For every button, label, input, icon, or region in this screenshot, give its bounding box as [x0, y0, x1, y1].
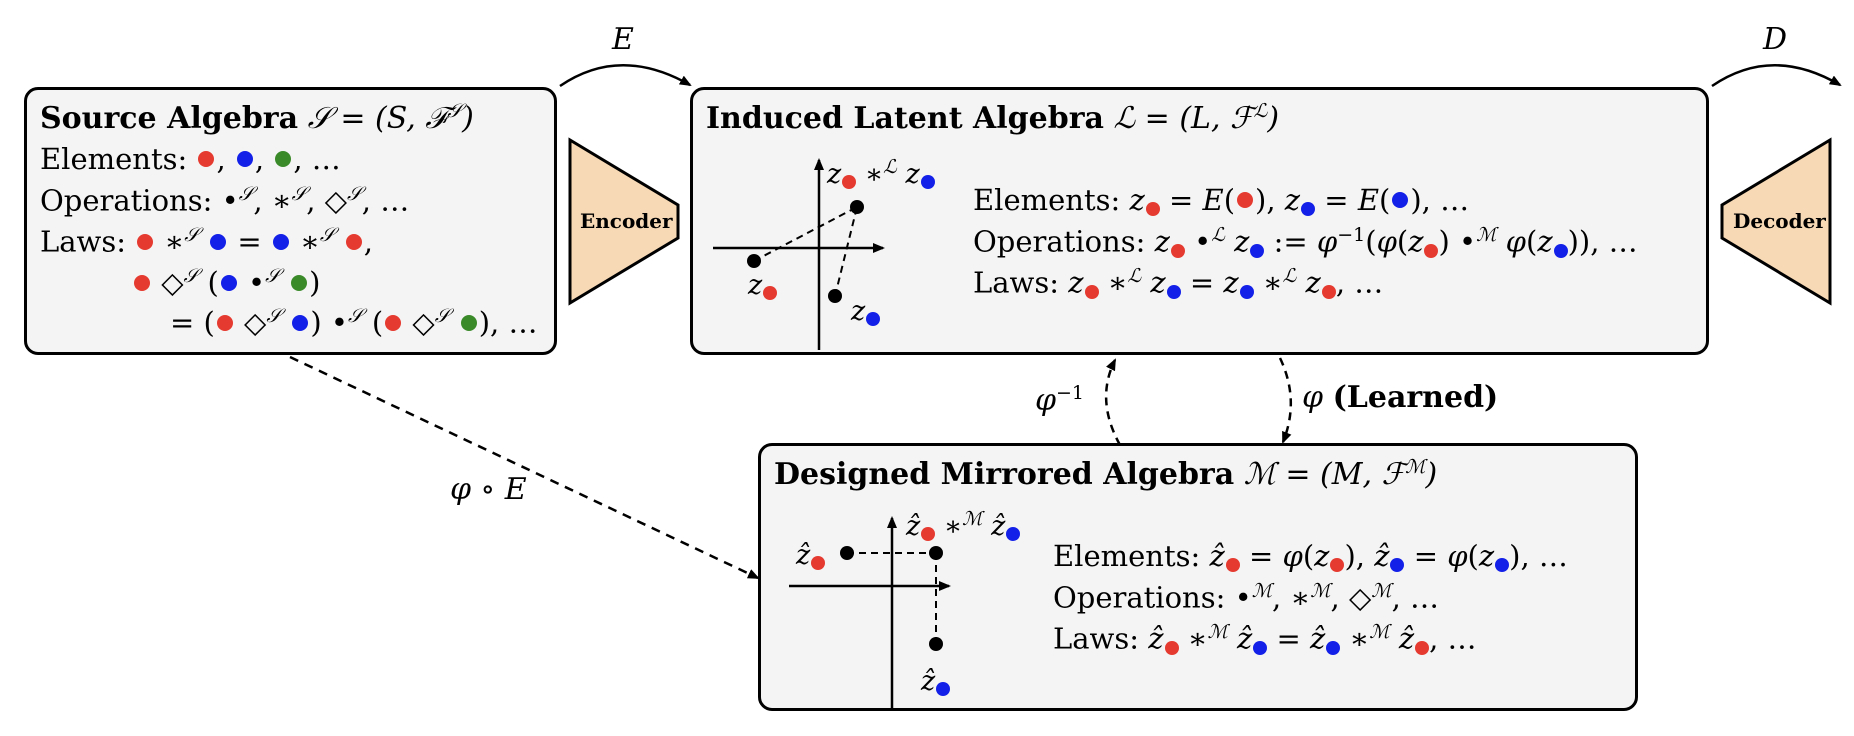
latent-laws: Laws: z ∗ℒ z = z ∗ℒ z, … — [973, 265, 1384, 300]
latent-title: Induced Latent Algebra ℒ = (L, ℱℒ) — [706, 100, 1280, 136]
source-title: Source Algebra 𝒮 = (S, ℱ𝒮) — [40, 100, 474, 136]
latent-plot-left-label: z — [748, 270, 778, 301]
arrow-e-label: E — [612, 22, 634, 57]
source-laws-line2: ◇𝒮 ( •𝒮 ) — [132, 265, 320, 300]
arrow-phi — [1278, 357, 1292, 444]
mirrored-elements: Elements: ẑ = φ(z), ẑ = φ(z), … — [1053, 539, 1568, 573]
mirrored-laws: Laws: ẑ ∗ℳ ẑ = ẑ ∗ℳ ẑ, … — [1053, 621, 1477, 656]
latent-operations: Operations: z •ℒ z := φ−1(φ(z) •ℳ φ(z)),… — [973, 224, 1638, 259]
arrow-phi-e — [289, 355, 760, 580]
latent-plot — [713, 158, 885, 350]
mirrored-plot — [789, 516, 951, 708]
arrow-d-label: D — [1763, 22, 1788, 57]
latent-elements: Elements: z = E(), z = E(), … — [973, 183, 1470, 217]
arrow-phi-inverse-label: φ−1 — [1035, 382, 1085, 418]
source-elements: Elements: , , , … — [40, 142, 341, 176]
mirrored-plot-left-label: ẑ — [796, 540, 826, 571]
mirrored-plot-top-label: ẑ ∗ℳ ẑ — [906, 508, 1021, 542]
arrow-phi-inverse — [1104, 358, 1122, 446]
latent-plot-top-label: z ∗ℒ z — [827, 156, 935, 190]
latent-algebra-box: Induced Latent Algebra ℒ = (L, ℱℒ) z ∗ℒ … — [690, 87, 1709, 355]
latent-plot-right-label: z — [851, 296, 881, 327]
mirrored-title: Designed Mirrored Algebra ℳ = (M, ℱℳ) — [774, 456, 1438, 492]
mirrored-algebra-box: Designed Mirrored Algebra ℳ = (M, ℱℳ) ẑ … — [758, 443, 1638, 711]
encoder-shape — [568, 137, 680, 306]
decoder-shape — [1720, 137, 1832, 306]
source-laws: Laws: ∗𝒮 = ∗𝒮 , — [40, 224, 373, 259]
source-algebra-box: Source Algebra 𝒮 = (S, ℱ𝒮) Elements: , ,… — [24, 87, 557, 355]
arrow-e — [559, 64, 692, 88]
arrow-phi-label: φ (Learned) — [1302, 380, 1499, 415]
source-laws-line3: = ( ◇𝒮 ) •𝒮 ( ◇𝒮 ), … — [170, 305, 538, 340]
encoder-label: Encoder — [580, 209, 673, 233]
decoder-label: Decoder — [1733, 209, 1826, 233]
mirrored-operations: Operations: •ℳ, ∗ℳ, ◇ℳ, … — [1053, 580, 1440, 615]
source-operations: Operations: •𝒮, ∗𝒮, ◇𝒮, … — [40, 183, 410, 218]
arrow-d — [1711, 64, 1842, 88]
mirrored-plot-bottom-label: ẑ — [921, 666, 951, 697]
arrow-phi-e-label: φ ∘ E — [450, 472, 527, 507]
